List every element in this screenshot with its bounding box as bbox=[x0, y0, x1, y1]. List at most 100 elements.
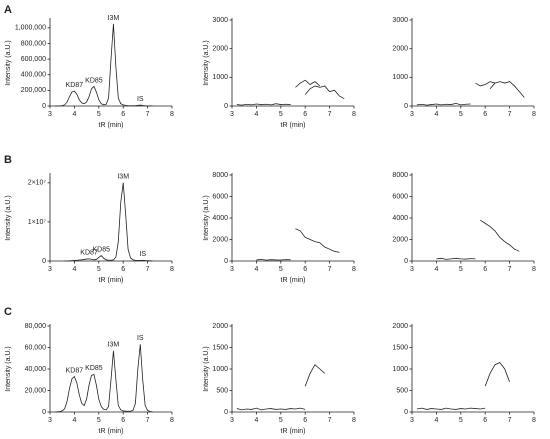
y-tick-label: 0 bbox=[404, 409, 408, 416]
x-tick-label: 4 bbox=[72, 417, 76, 424]
y-tick-label: 3000 bbox=[212, 17, 228, 24]
y-tick-label: 0 bbox=[404, 103, 408, 110]
y-tick-label: 0 bbox=[224, 258, 228, 265]
y-tick-label: 4000 bbox=[392, 215, 408, 222]
x-tick-label: 3 bbox=[410, 417, 414, 424]
y-tick-label: 0 bbox=[224, 103, 228, 110]
y-tick-label: 0 bbox=[42, 409, 46, 416]
x-tick-label: 4 bbox=[434, 266, 438, 273]
y-tick-label: 2000 bbox=[392, 323, 408, 330]
series-line bbox=[54, 344, 153, 413]
x-axis-label: tR (min) bbox=[99, 428, 124, 435]
x-tick-label: 6 bbox=[483, 417, 487, 424]
x-tick-label: 7 bbox=[328, 417, 332, 424]
y-tick-label: 0 bbox=[42, 103, 46, 110]
x-axis-label: tR (min) bbox=[99, 277, 124, 284]
y-axis-label: Intensity (a.U.) bbox=[203, 195, 210, 241]
y-tick-label: 6000 bbox=[212, 193, 228, 200]
y-tick-label: 600,000 bbox=[21, 56, 46, 63]
series-line bbox=[64, 182, 153, 262]
x-tick-label: 8 bbox=[352, 266, 356, 273]
x-tick-label: 5 bbox=[97, 111, 101, 118]
y-tick-label: 200,000 bbox=[21, 87, 46, 94]
peak-label: I3M bbox=[108, 15, 120, 22]
x-tick-label: 6 bbox=[121, 111, 125, 118]
peak-label: KD85 bbox=[85, 77, 103, 84]
y-tick-label: 20,000 bbox=[25, 387, 47, 394]
y-tick-label: 1000 bbox=[392, 74, 408, 81]
x-tick-label: 6 bbox=[303, 417, 307, 424]
peak-label: IS bbox=[137, 335, 144, 342]
x-tick-label: 8 bbox=[352, 111, 356, 118]
x-tick-label: 6 bbox=[121, 266, 125, 273]
x-tick-label: 8 bbox=[170, 417, 174, 424]
series-line bbox=[416, 103, 471, 106]
x-tick-label: 3 bbox=[48, 417, 52, 424]
x-tick-label: 3 bbox=[48, 266, 52, 273]
x-tick-label: 6 bbox=[483, 266, 487, 273]
y-tick-label: 0 bbox=[42, 258, 46, 265]
x-tick-label: 6 bbox=[303, 111, 307, 118]
y-tick-label: 1000 bbox=[212, 74, 228, 81]
x-axis-label: tR (min) bbox=[281, 428, 306, 435]
peak-label: I3M bbox=[108, 342, 120, 349]
peak-label: KD87 bbox=[66, 82, 84, 89]
x-tick-label: 5 bbox=[97, 417, 101, 424]
y-tick-label: 500 bbox=[216, 387, 228, 394]
x-tick-label: 8 bbox=[532, 417, 536, 424]
peak-label: I3M bbox=[117, 174, 129, 181]
y-tick-label: 1500 bbox=[212, 344, 228, 351]
x-tick-label: 5 bbox=[279, 266, 283, 273]
x-tick-label: 3 bbox=[230, 111, 234, 118]
y-tick-label: 2000 bbox=[392, 46, 408, 53]
x-tick-label: 8 bbox=[170, 266, 174, 273]
x-tick-label: 4 bbox=[254, 417, 258, 424]
x-tick-label: 7 bbox=[146, 417, 150, 424]
y-tick-label: 1×10⁷ bbox=[28, 219, 47, 226]
y-tick-label: 4000 bbox=[212, 215, 228, 222]
x-tick-label: 7 bbox=[508, 417, 512, 424]
y-tick-label: 80,000 bbox=[25, 323, 47, 330]
x-tick-label: 4 bbox=[434, 111, 438, 118]
series-line bbox=[304, 364, 325, 387]
x-tick-label: 7 bbox=[328, 266, 332, 273]
y-tick-label: 0 bbox=[224, 409, 228, 416]
x-tick-label: 6 bbox=[121, 417, 125, 424]
x-tick-label: 7 bbox=[508, 111, 512, 118]
x-tick-label: 5 bbox=[279, 111, 283, 118]
x-tick-label: 4 bbox=[434, 417, 438, 424]
x-tick-label: 8 bbox=[170, 111, 174, 118]
y-axis-label: Intensity (a.U.) bbox=[203, 40, 210, 86]
x-axis-label: tR (min) bbox=[99, 122, 124, 129]
y-tick-label: 0 bbox=[404, 258, 408, 265]
y-tick-label: 1000 bbox=[212, 366, 228, 373]
x-axis-label: tR (min) bbox=[281, 122, 306, 129]
peak-label: IS bbox=[139, 251, 146, 258]
series-line bbox=[256, 258, 291, 261]
panel-label: C bbox=[4, 306, 12, 318]
peak-label: KD85 bbox=[85, 365, 103, 372]
series-line bbox=[436, 257, 476, 260]
x-tick-label: 5 bbox=[459, 417, 463, 424]
panel-label: A bbox=[4, 4, 12, 16]
series-line bbox=[475, 81, 496, 87]
x-tick-label: 5 bbox=[459, 111, 463, 118]
y-tick-label: 60,000 bbox=[25, 344, 47, 351]
x-tick-label: 4 bbox=[254, 111, 258, 118]
series-line bbox=[484, 362, 510, 387]
x-tick-label: 5 bbox=[459, 266, 463, 273]
y-axis-label: Intensity (a.U.) bbox=[5, 40, 12, 86]
y-tick-label: 800,000 bbox=[21, 40, 46, 47]
y-tick-label: 8000 bbox=[392, 172, 408, 179]
panel-label: B bbox=[4, 154, 12, 166]
series-line bbox=[236, 103, 291, 106]
y-tick-label: 1000 bbox=[392, 366, 408, 373]
y-tick-label: 500 bbox=[396, 387, 408, 394]
x-tick-label: 7 bbox=[328, 111, 332, 118]
x-tick-label: 3 bbox=[48, 111, 52, 118]
series-line bbox=[480, 219, 520, 252]
x-tick-label: 6 bbox=[483, 111, 487, 118]
series-line bbox=[304, 85, 345, 100]
peak-label: KD87 bbox=[66, 367, 84, 374]
